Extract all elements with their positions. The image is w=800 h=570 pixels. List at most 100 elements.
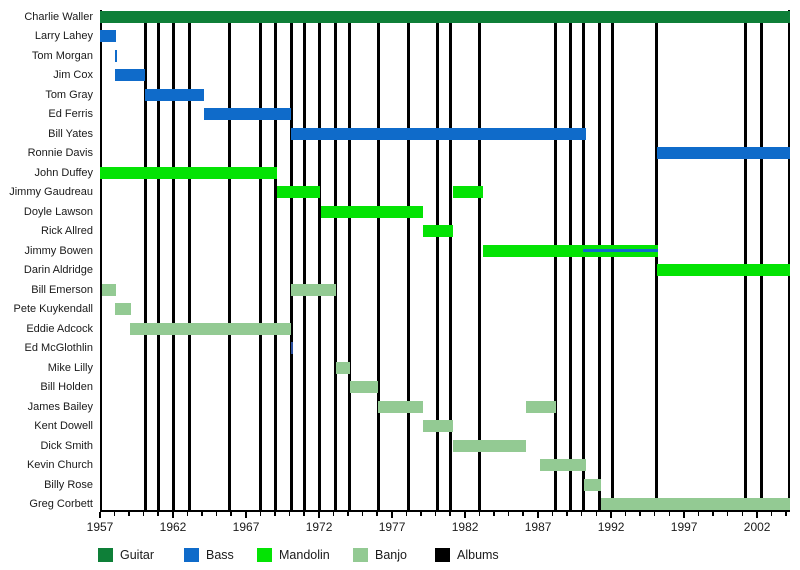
member-label: Kevin Church (26, 459, 93, 472)
album-line (568, 20, 572, 512)
axis-major-tick (318, 512, 321, 518)
member-label: Jimmy Bowen (24, 244, 93, 257)
legend-label: Mandolin (279, 548, 330, 562)
member-label: Bill Yates (48, 127, 93, 140)
timeline-bar-mandolin (657, 264, 790, 277)
member-label: Jimmy Gaudreau (9, 186, 93, 199)
axis-major-tick (756, 512, 759, 518)
album-line (171, 20, 175, 512)
axis-year-label: 2002 (743, 520, 771, 534)
axis-major-tick (464, 512, 467, 518)
timeline-bar-banjo (525, 400, 557, 413)
axis-minor-tick (580, 512, 583, 516)
x-axis: 1957 1962 1967 1972 1977 1982 1987 1992 1997 2002 (87, 512, 790, 546)
axis-minor-tick (128, 512, 130, 516)
axis-minor-tick (405, 512, 408, 516)
axis-minor-tick (230, 512, 232, 516)
axis-major-tick (99, 512, 101, 518)
album-line (611, 20, 615, 512)
axis-minor-tick (113, 512, 116, 516)
timeline-bar-banjo (540, 459, 586, 472)
timeline-bar-mandolin (276, 186, 321, 199)
timeline-bar-bass (114, 49, 117, 62)
member-label: Billy Rose (44, 478, 93, 491)
album-line (273, 20, 277, 512)
member-label: Charlie Waller (24, 11, 93, 23)
album-line (377, 20, 381, 512)
axis-minor-tick (186, 512, 189, 516)
legend-swatch-bass (184, 548, 199, 562)
x-axis-line (100, 510, 790, 512)
timeline-bar-banjo (290, 283, 336, 296)
timeline-bar-banjo (114, 303, 131, 316)
member-label: Ed Ferris (48, 108, 93, 121)
axis-minor-tick (639, 512, 641, 516)
axis-minor-tick (551, 512, 554, 516)
legend-swatch-mandolin (257, 548, 272, 562)
axis-minor-tick (770, 512, 773, 516)
legend-label: Albums (457, 548, 499, 562)
axis-minor-tick (741, 512, 744, 516)
timeline-bar-mandolin (452, 186, 483, 199)
member-label: Larry Lahey (34, 30, 93, 43)
timeline-bar-bass (100, 30, 117, 43)
axis-minor-tick (434, 512, 437, 516)
axis-minor-tick (712, 512, 714, 516)
axis-major-tick (610, 512, 613, 518)
timeline-bar-mandolin (423, 225, 453, 238)
member-label: Darin Aldridge (23, 264, 93, 277)
axis-minor-tick (376, 512, 378, 516)
album-line (478, 20, 482, 512)
axis-minor-tick (303, 512, 305, 516)
legend-label: Guitar (120, 548, 155, 562)
member-label: Ronnie Davis (27, 147, 93, 160)
axis-minor-tick (157, 512, 159, 516)
axis-minor-tick (624, 512, 627, 516)
member-label: Mike Lilly (47, 361, 93, 374)
axis-minor-tick (522, 512, 524, 516)
axis-minor-tick (288, 512, 291, 516)
member-label: Kent Dowell (34, 420, 93, 433)
timeline-bar-banjo (102, 283, 117, 296)
album-line (348, 20, 352, 512)
album-line (143, 20, 147, 512)
timeline-bar-banjo (452, 439, 526, 452)
member-label: Doyle Lawson (23, 205, 93, 218)
axis-year-label: 1962 (159, 520, 187, 534)
axis-minor-tick (449, 512, 451, 516)
plot-right-border (788, 10, 790, 512)
timeline-bar-guitar (100, 11, 790, 23)
axis-minor-tick (332, 512, 335, 516)
axis-major-tick (537, 512, 540, 518)
axis-minor-tick (493, 512, 495, 516)
member-label: John Duffey (34, 166, 93, 179)
album-line (156, 20, 160, 512)
timeline-bar-mandolin (320, 205, 424, 218)
axis-major-tick (391, 512, 394, 518)
legend: Guitar Bass Mandolin Banjo Albums (0, 547, 800, 567)
album-line (448, 20, 452, 512)
member-label: Tom Gray (45, 88, 93, 101)
album-line (597, 20, 601, 512)
axis-minor-tick (215, 512, 218, 516)
member-label: Eddie Adcock (26, 322, 93, 335)
timeline-bar-bass (583, 249, 658, 253)
axis-minor-tick (142, 512, 145, 516)
album-line (259, 20, 263, 512)
timeline-bar-bass (144, 88, 204, 101)
member-label: Greg Corbett (29, 498, 93, 510)
album-line (435, 20, 439, 512)
axis-minor-tick (726, 512, 729, 516)
axis-minor-tick (595, 512, 597, 516)
axis-major-tick (172, 512, 175, 518)
album-line (289, 20, 293, 512)
timeline-bar-unknown (290, 342, 293, 355)
axis-minor-tick (361, 512, 364, 516)
member-label: Bill Emerson (31, 283, 93, 296)
timeline-bar-banjo (350, 381, 379, 394)
timeline-bar-bass (657, 147, 790, 160)
legend-swatch-banjo (353, 548, 368, 562)
axis-minor-tick (274, 512, 276, 516)
timeline-bar-bass (203, 108, 291, 121)
album-line (187, 20, 191, 512)
